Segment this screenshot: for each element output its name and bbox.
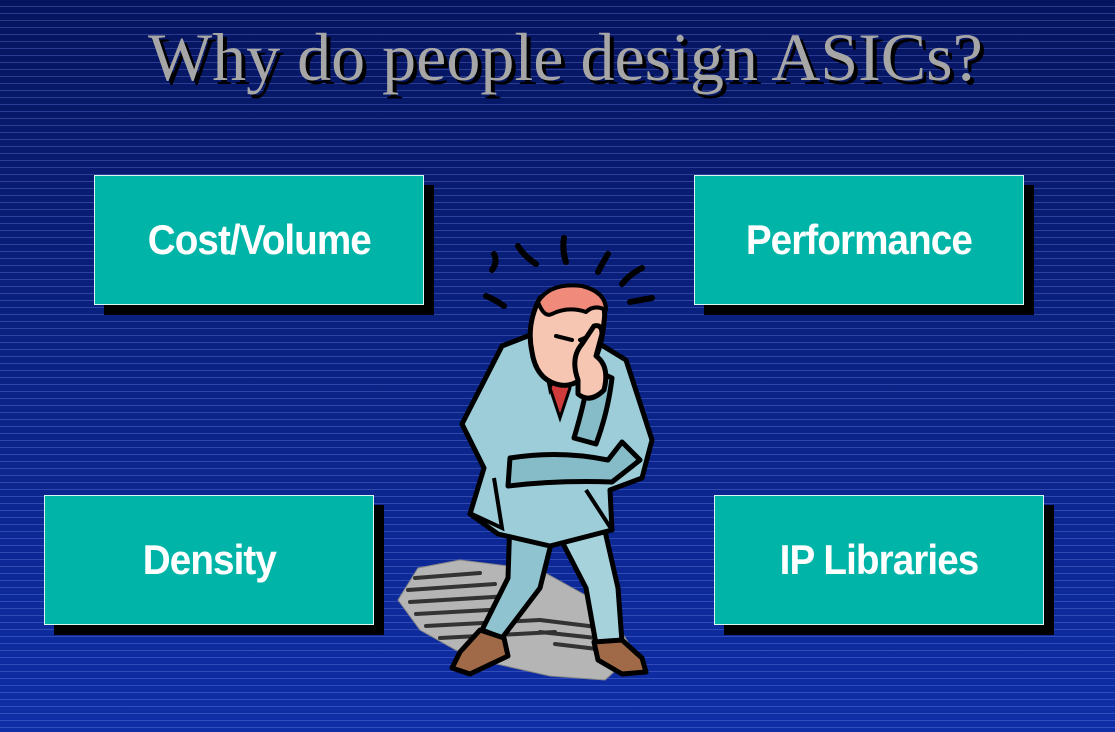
ip-libraries-box: IP Libraries <box>714 495 1044 625</box>
hand <box>572 323 609 401</box>
performance-label: Performance <box>745 216 973 263</box>
slide-title: Why do people design ASICs? <box>148 19 983 95</box>
worry-marks <box>483 235 655 309</box>
cost-volume-label: Cost/Volume <box>147 216 371 263</box>
cost-volume-box: Cost/Volume <box>94 175 424 305</box>
shoes <box>449 627 649 677</box>
performance-box: Performance <box>694 175 1024 305</box>
thinking-businessman-icon <box>397 235 655 681</box>
density-label: Density <box>142 536 276 583</box>
ip-libraries-label: IP Libraries <box>779 536 980 583</box>
density-box: Density <box>44 495 374 625</box>
